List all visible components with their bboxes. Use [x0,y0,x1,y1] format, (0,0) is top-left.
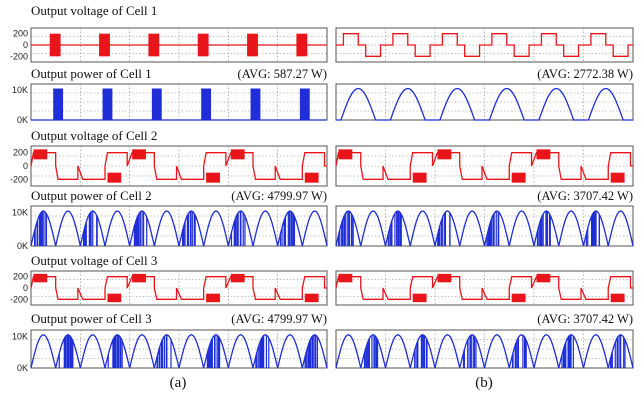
voltage-pwm-block [132,149,146,160]
y-tick-label: 0 [23,161,28,171]
voltage-pwm-block [610,293,625,303]
voltage-pwm-block [511,293,526,303]
power-trace [336,87,633,121]
y-tick-label: 0 [23,283,28,293]
voltage-pwm-block [338,149,353,160]
plot-a-row3: 10K 0K [12,205,328,251]
column-label-b: (b) [475,375,493,391]
voltage-pwm-block [206,293,220,303]
plot-title: Output voltage of Cell 1 [31,3,157,18]
power-burst [53,88,64,120]
power-burst [102,88,113,120]
voltage-pwm-block [610,172,625,183]
voltage-pwm-block [132,273,146,283]
column-label-a: (a) [170,375,187,391]
voltage-trace [335,276,633,300]
plot-title: Output power of Cell 2 [31,188,152,203]
plot-b-row4 [335,270,634,306]
voltage-pwm-block [107,293,122,303]
power-burst [299,88,310,120]
power-burst [151,88,162,120]
plot-title: Output power of Cell 1 [31,66,152,81]
voltage-pwm-block [437,149,452,160]
power-trace [335,334,634,369]
plot-title: Output voltage of Cell 3 [31,253,157,268]
voltage-pwm-block [412,293,427,303]
y-tick-label: 10K [12,85,28,95]
power-trace [30,334,328,369]
plot-b-row1 [335,83,634,121]
y-tick-label: -200 [10,51,28,61]
avg-power-label: (AVG: 587.27 W) [238,67,327,81]
avg-power-label: (AVG: 3707.42 W) [537,189,633,203]
plot-b-row0 [335,27,634,63]
text-layer: Output voltage of Cell 1 Output power of … [31,3,633,326]
voltage-pwm-block [33,149,48,160]
plot-b-row5 [335,329,634,369]
power-trace [30,210,328,247]
voltage-pwm-block [511,172,526,183]
voltage-pwm-block [338,273,353,283]
plot-a-row5: 10K 0K [12,329,328,373]
voltage-pwm-block [304,172,319,183]
voltage-pwm-block [536,273,551,283]
y-tick-label: 0K [17,241,28,251]
y-tick-label: 200 [13,29,28,39]
y-tick-label: 0 [23,40,28,50]
y-tick-label: 0K [17,115,28,125]
voltage-pwm-block [230,273,245,283]
voltage-pwm-block [536,149,551,160]
plot-a-row2: 200 0 -200 [10,145,328,187]
y-tick-label: 10K [12,331,28,341]
voltage-trace [335,152,633,180]
voltage-pwm-block [304,293,319,303]
avg-power-label: (AVG: 4799.97 W) [231,189,327,203]
avg-power-label: (AVG: 3707.42 W) [537,312,633,326]
voltage-trace [30,276,327,300]
voltage-pwm-block [107,172,122,183]
plot-title: Output power of Cell 3 [31,311,152,326]
voltage-trace [30,152,327,180]
power-burst [201,88,212,120]
plot-b-row2 [335,145,634,187]
y-tick-label: 10K [12,208,28,218]
power-trace [335,210,634,247]
y-tick-label: 200 [13,148,28,158]
plot-title: Output voltage of Cell 2 [31,128,157,143]
y-tick-label: 200 [13,272,28,282]
voltage-pwm-block [206,172,220,183]
plot-a-row1: 10K 0K [12,83,328,125]
voltage-pwm-block [412,172,427,183]
voltage-pwm-block [230,149,245,160]
voltage-pwm-block [33,273,48,283]
y-tick-label: -200 [10,174,28,184]
avg-power-label: (AVG: 4799.97 W) [231,312,327,326]
voltage-pwm-block [437,273,452,283]
plot-b-row3 [335,205,634,247]
voltage-trace [336,33,633,57]
avg-power-label: (AVG: 2772.38 W) [537,67,633,81]
y-tick-label: 0K [17,363,28,373]
y-tick-label: -200 [10,294,28,304]
power-burst [250,88,261,120]
